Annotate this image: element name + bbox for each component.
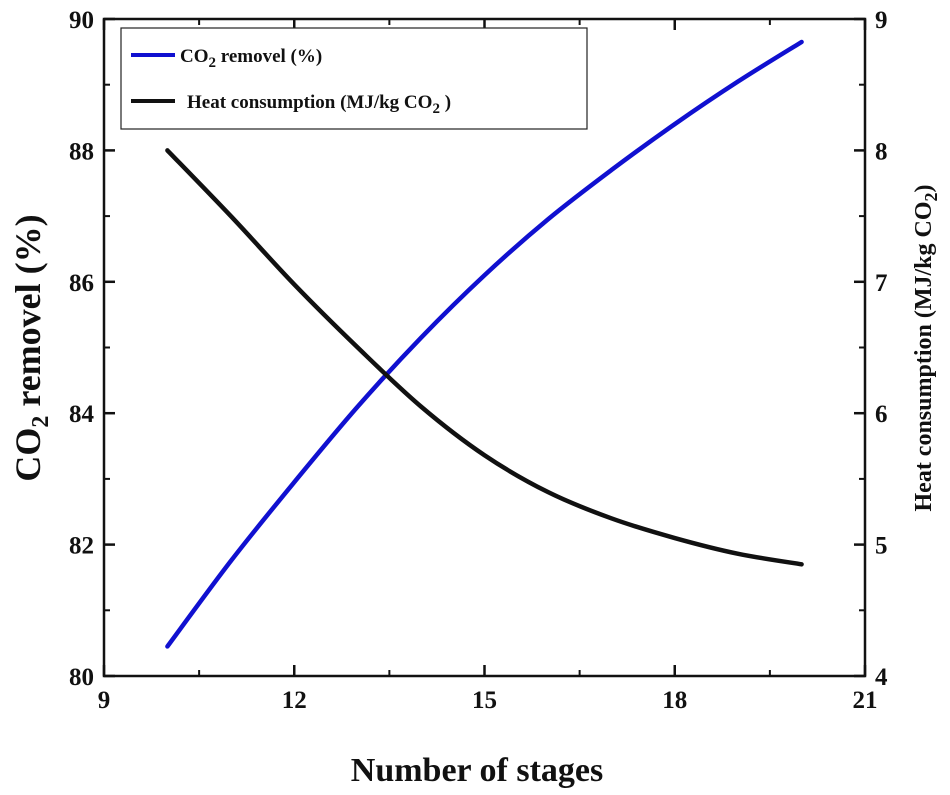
right-y-tick-label: 7 bbox=[875, 270, 888, 297]
left-y-tick-label: 84 bbox=[69, 401, 95, 428]
left-y-tick-label: 86 bbox=[69, 270, 94, 297]
x-tick-label: 18 bbox=[662, 687, 687, 714]
right-y-tick-label: 5 bbox=[875, 533, 888, 560]
x-tick-label: 9 bbox=[98, 687, 111, 714]
legend-label-co2-removal: CO2 removel (%) bbox=[180, 46, 322, 71]
left-y-axis-ticks: 80 82 84 86 88 90 bbox=[69, 7, 115, 691]
right-y-tick-label: 6 bbox=[875, 401, 888, 428]
legend-label-heat-consumption: Heat consumption (MJ/kg CO2 ) bbox=[187, 92, 451, 117]
series-line-heat-consumption bbox=[165, 148, 804, 567]
right-y-tick-label: 8 bbox=[875, 138, 888, 165]
right-y-tick-label: 9 bbox=[875, 7, 888, 34]
legend: CO2 removel (%) Heat consumption (MJ/kg … bbox=[120, 27, 588, 130]
left-y-axis-title: CO2 removel (%) bbox=[8, 214, 54, 481]
left-y-tick-label: 82 bbox=[69, 533, 94, 560]
series-layer bbox=[165, 39, 804, 649]
right-y-axis-ticks: 4 5 6 7 8 9 bbox=[854, 7, 888, 691]
x-axis-ticks: 9 12 15 18 21 bbox=[98, 19, 878, 714]
x-axis-title: Number of stages bbox=[351, 752, 603, 789]
left-y-tick-label: 90 bbox=[69, 7, 94, 34]
series-line-co2-removal bbox=[165, 39, 804, 649]
right-y-tick-label: 4 bbox=[875, 664, 888, 691]
left-y-tick-label: 80 bbox=[69, 664, 94, 691]
right-y-axis-title: Heat consumption (MJ/kg CO2) bbox=[911, 184, 941, 511]
x-tick-label: 15 bbox=[472, 687, 497, 714]
left-y-tick-label: 88 bbox=[69, 138, 94, 165]
legend-box bbox=[120, 27, 588, 130]
x-tick-label: 12 bbox=[282, 687, 307, 714]
x-tick-label: 21 bbox=[853, 687, 878, 714]
